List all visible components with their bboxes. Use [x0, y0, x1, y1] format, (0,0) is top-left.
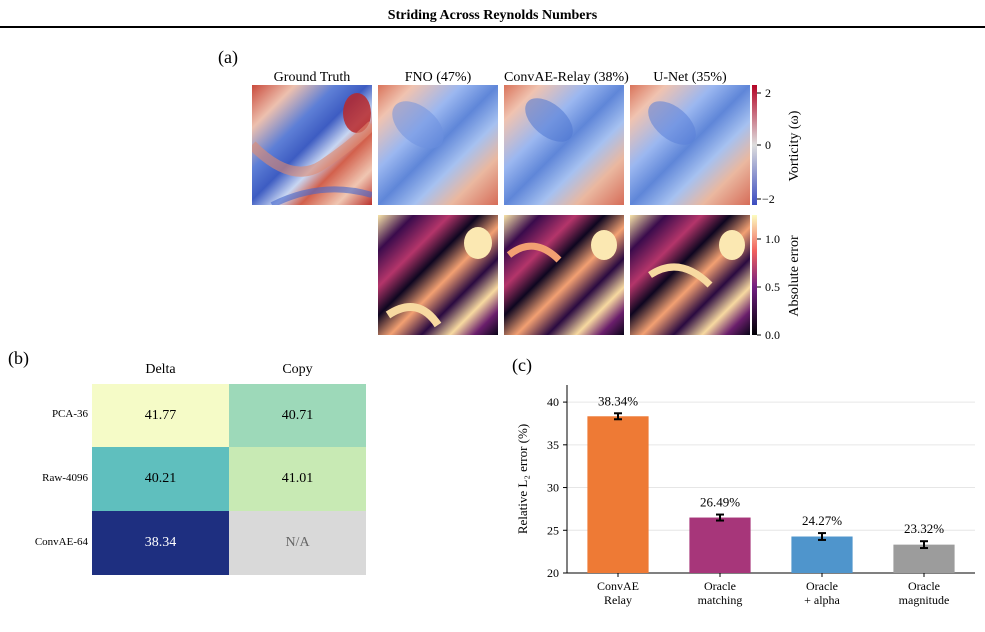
bar [587, 416, 649, 573]
x-tick-label: matching [698, 593, 743, 607]
error-fno-image [378, 215, 498, 335]
error-unet-image [630, 215, 750, 335]
bar [893, 544, 955, 573]
title-rule [0, 26, 985, 28]
bar-value-label: 23.32% [904, 521, 944, 536]
y-tick-label: 40 [547, 395, 559, 409]
heatmap-cell: N/A [229, 511, 366, 575]
vorticity-colorbar-label: Vorticity (ω) [787, 110, 802, 182]
y-axis-label: Relative L₂ error (%) [515, 424, 530, 534]
heatmap-col-copy: Copy [282, 362, 313, 377]
error-colorbar [752, 215, 761, 336]
heatmap-row-pca: PCA-36 [51, 408, 88, 420]
heatmap-cell: 40.21 [92, 447, 229, 511]
err-tick-bottom: 0.0 [765, 328, 780, 342]
col-title-unet: U-Net (35%) [653, 70, 727, 85]
heatmap-cell: 38.34 [92, 511, 229, 575]
page-title: Striding Across Reynolds Numbers [387, 8, 598, 23]
y-tick-label: 25 [547, 523, 559, 537]
panel-c-label: (c) [512, 355, 532, 375]
vort-tick-top: 2 [765, 86, 771, 100]
heatmap-row-raw: Raw-4096 [42, 472, 88, 484]
bar [689, 517, 751, 573]
x-tick-label: ConvAE [597, 579, 639, 593]
panel-b-label: (b) [8, 348, 29, 368]
err-tick-top: 1.0 [765, 232, 780, 246]
heatmap-col-delta: Delta [145, 362, 176, 377]
x-tick-label: Oracle [908, 579, 940, 593]
vorticity-convae-relay-image [504, 85, 624, 205]
col-title-fno: FNO (47%) [404, 70, 472, 85]
bar-value-label: 38.34% [598, 393, 638, 408]
vorticity-unet-image [630, 85, 750, 205]
err-tick-mid: 0.5 [765, 280, 780, 294]
x-tick-label: Oracle [806, 579, 838, 593]
heatmap-cell: 41.01 [229, 447, 366, 511]
heatmap-row-convae: ConvAE-64 [34, 536, 88, 548]
x-tick-label: Oracle [704, 579, 736, 593]
x-tick-label: + alpha [804, 593, 840, 607]
heatmap-cell: 41.77 [92, 384, 229, 447]
bar-value-label: 24.27% [802, 513, 842, 528]
y-tick-label: 30 [547, 481, 559, 495]
bar-value-label: 26.49% [700, 495, 740, 510]
x-tick-label: Relay [604, 593, 632, 607]
error-convae-relay-image [504, 215, 624, 335]
panel-a-label: (a) [218, 47, 238, 67]
vort-tick-bottom: −2 [762, 192, 775, 206]
vorticity-fno-image [378, 85, 498, 205]
heatmap-cell: 40.71 [229, 384, 366, 447]
bar-chart: 20 25 30 35 40 Relative L₂ error (%) 38.34% Con… [515, 385, 975, 607]
y-tick-label: 35 [547, 438, 559, 452]
vort-tick-mid: 0 [765, 138, 771, 152]
col-title-ground-truth: Ground Truth [273, 70, 351, 85]
error-colorbar-label: Absolute error [787, 235, 802, 317]
vorticity-colorbar [752, 85, 761, 205]
vorticity-ground-truth-image [252, 85, 372, 205]
col-title-convae-relay: ConvAE-Relay (38%) [504, 70, 629, 85]
y-tick-label: 20 [547, 566, 559, 580]
bar [791, 536, 853, 573]
heatmap: 41.77 40.71 40.21 41.01 38.34 N/A [92, 384, 366, 575]
x-tick-label: magnitude [899, 593, 950, 607]
